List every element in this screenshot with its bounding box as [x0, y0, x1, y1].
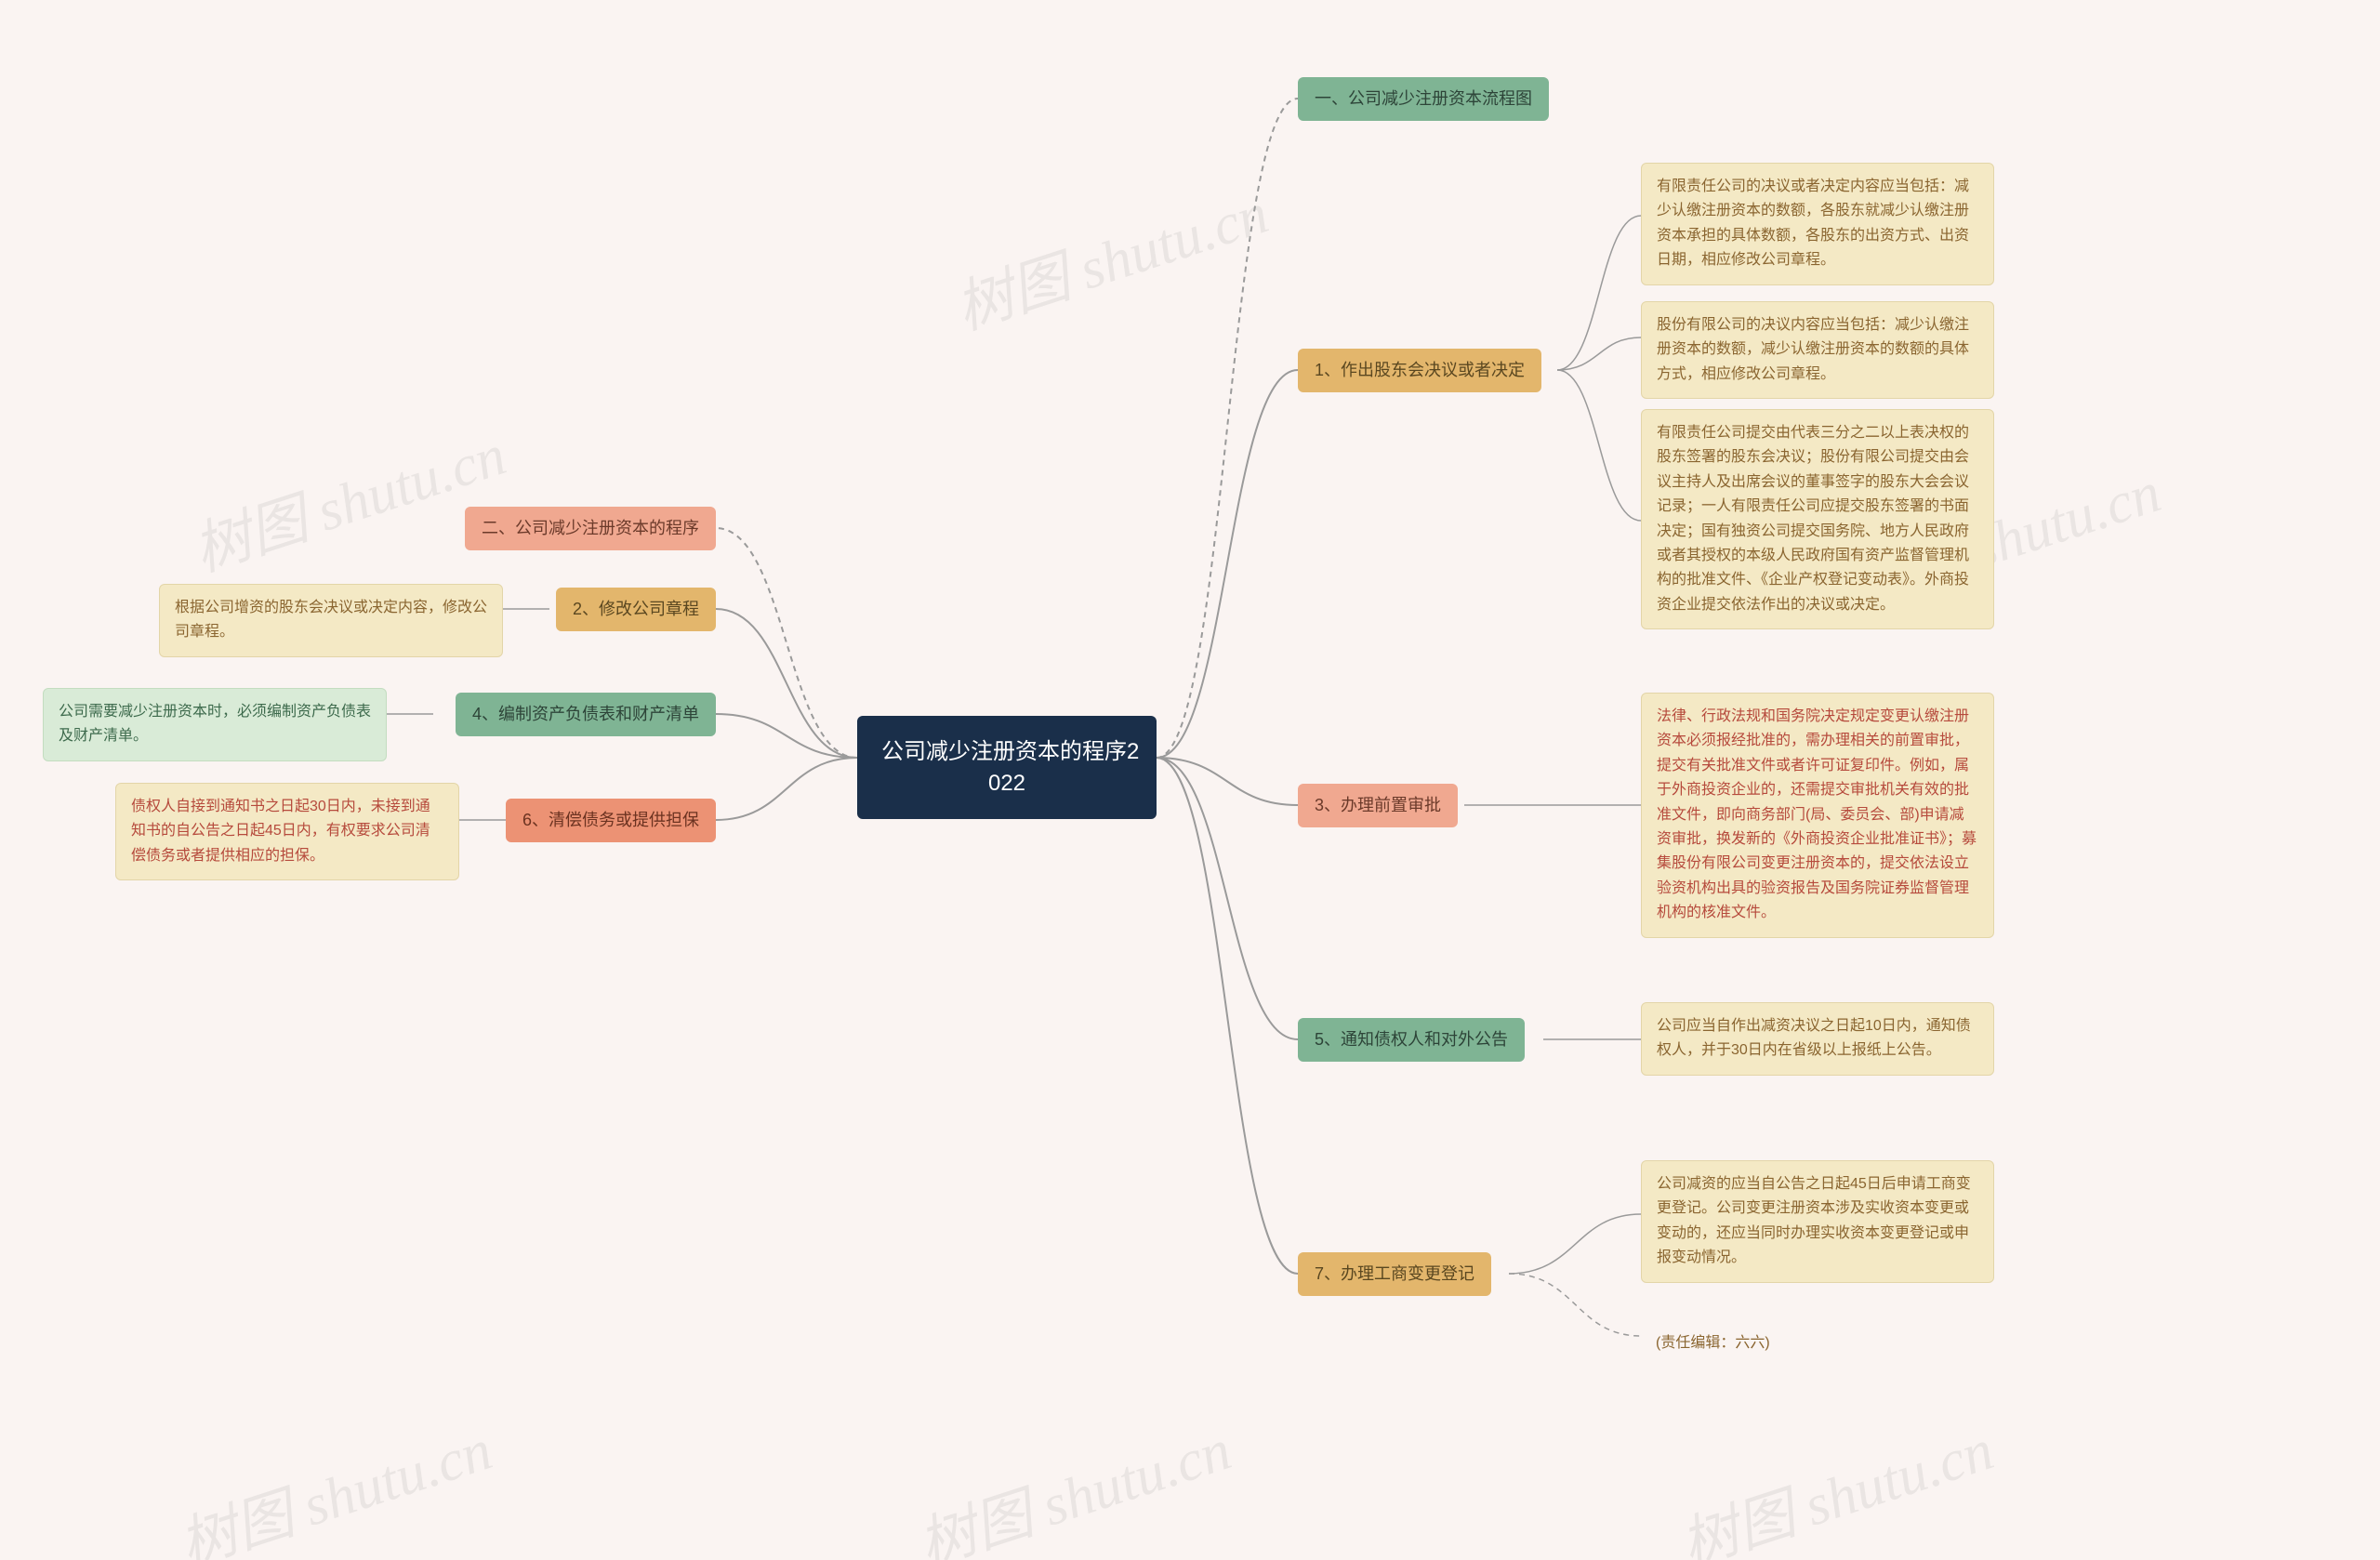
branch-6-debt: 6、清偿债务或提供担保	[506, 799, 716, 842]
watermark: 树图 shutu.cn	[1669, 1402, 2003, 1560]
branch-1-resolution: 1、作出股东会决议或者决定	[1298, 349, 1541, 392]
center-node: 公司减少注册资本的程序2 022	[857, 716, 1157, 819]
detail-1-c: 有限责任公司提交由代表三分之二以上表决权的股东签署的股东会决议；股份有限公司提交…	[1641, 409, 1994, 629]
watermark: 树图 shutu.cn	[167, 1402, 501, 1560]
branch-3-prereq: 3、办理前置审批	[1298, 784, 1458, 827]
watermark: 树图 shutu.cn	[944, 165, 1277, 345]
branch-1-flowchart: 一、公司减少注册资本流程图	[1298, 77, 1549, 121]
watermark: 树图 shutu.cn	[906, 1402, 1240, 1560]
detail-5: 公司应当自作出减资决议之日起10日内，通知债权人，并于30日内在省级以上报纸上公…	[1641, 1002, 1994, 1076]
detail-7-a: 公司减资的应当自公告之日起45日后申请工商变更登记。公司变更注册资本涉及实收资本…	[1641, 1160, 1994, 1283]
center-title-2: 022	[988, 771, 1025, 796]
detail-1-b: 股份有限公司的决议内容应当包括：减少认缴注册资本的数额，减少认缴注册资本的数额的…	[1641, 301, 1994, 399]
branch-4-balance: 4、编制资产负债表和财产清单	[456, 693, 716, 736]
mindmap-canvas: 树图 shutu.cn 树图 shutu.cn 树图 shutu.cn 树图 s…	[0, 0, 2380, 1560]
detail-2: 根据公司增资的股东会决议或决定内容，修改公司章程。	[159, 584, 503, 657]
branch-2-header: 二、公司减少注册资本的程序	[465, 507, 716, 550]
watermark: 树图 shutu.cn	[181, 407, 515, 587]
detail-7-b: (责任编辑：六六)	[1641, 1320, 1785, 1367]
detail-1-a: 有限责任公司的决议或者决定内容应当包括：减少认缴注册资本的数额，各股东就减少认缴…	[1641, 163, 1994, 285]
branch-7-register: 7、办理工商变更登记	[1298, 1252, 1491, 1296]
branch-5-notify: 5、通知债权人和对外公告	[1298, 1018, 1525, 1062]
center-title-1: 公司减少注册资本的程序2	[881, 739, 1139, 764]
detail-3: 法律、行政法规和国务院决定规定变更认缴注册资本必须报经批准的，需办理相关的前置审…	[1641, 693, 1994, 938]
detail-6: 债权人自接到通知书之日起30日内，未接到通知书的自公告之日起45日内，有权要求公…	[115, 783, 459, 880]
detail-4: 公司需要减少注册资本时，必须编制资产负债表及财产清单。	[43, 688, 387, 761]
connector-lines	[0, 0, 2380, 1560]
branch-2-charter: 2、修改公司章程	[556, 588, 716, 631]
